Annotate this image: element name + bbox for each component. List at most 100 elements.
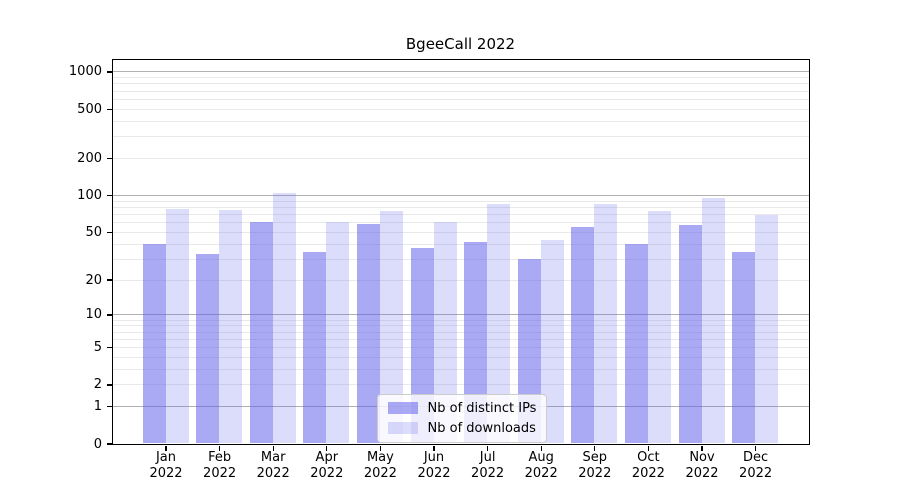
gridline-minor bbox=[112, 368, 809, 370]
legend-row-nb-of-downloads: Nb of downloads bbox=[387, 421, 537, 436]
bar-nb-of-distinct-ips-nov bbox=[678, 224, 702, 444]
x-tick-label-jul: Jul 2022 bbox=[456, 450, 520, 481]
y-tick-mark bbox=[106, 108, 112, 110]
bar-nb-of-distinct-ips-oct bbox=[624, 243, 648, 444]
bar-nb-of-downloads-apr bbox=[326, 222, 350, 444]
gridline-minor bbox=[112, 98, 809, 100]
y-tick-mark bbox=[106, 405, 112, 408]
x-tick-label-nov: Nov 2022 bbox=[670, 450, 734, 481]
x-tick-mark bbox=[272, 445, 274, 451]
x-tick-year: 2022 bbox=[149, 465, 183, 481]
x-tick-label-apr: Apr 2022 bbox=[295, 450, 359, 481]
y-tick-label: 200 bbox=[77, 150, 102, 166]
gridline-minor bbox=[112, 231, 809, 233]
gridline-minor bbox=[112, 243, 809, 245]
x-tick-year: 2022 bbox=[417, 465, 451, 481]
x-tick-year: 2022 bbox=[685, 465, 719, 481]
y-tick-label: 10 bbox=[85, 307, 102, 323]
gridline-minor bbox=[112, 258, 809, 260]
gridline-minor bbox=[112, 83, 809, 85]
gridline-minor bbox=[112, 90, 809, 92]
x-tick-mark bbox=[218, 445, 221, 451]
x-tick-label-mar: Mar 2022 bbox=[241, 450, 305, 481]
bar-nb-of-downloads-mar bbox=[272, 192, 296, 444]
bar-nb-of-distinct-ips-jul bbox=[464, 242, 488, 444]
x-tick-month: Feb bbox=[208, 450, 232, 465]
x-tick-month: Nov bbox=[689, 450, 715, 465]
bar-nb-of-downloads-feb bbox=[219, 210, 243, 444]
y-tick-label: 500 bbox=[77, 101, 102, 117]
bar-nb-of-distinct-ips-dec bbox=[732, 252, 756, 444]
plot-area: Nb of distinct IPs Nb of downloads bbox=[111, 58, 810, 445]
x-tick-month: May bbox=[366, 450, 394, 465]
bar-nb-of-downloads-nov bbox=[701, 198, 725, 444]
gridline-minor bbox=[112, 325, 809, 327]
y-tick-label: 20 bbox=[85, 272, 102, 288]
x-tick-mark bbox=[486, 445, 489, 451]
bar-nb-of-distinct-ips-may bbox=[356, 223, 380, 444]
bar-nb-of-downloads-jun bbox=[433, 222, 457, 444]
gridline-minor bbox=[112, 136, 809, 138]
gridline-major bbox=[112, 71, 809, 73]
gridline-minor bbox=[112, 384, 809, 386]
gridline-minor bbox=[112, 347, 809, 348]
x-tick-month: Jul bbox=[479, 450, 496, 465]
x-tick-year: 2022 bbox=[524, 465, 558, 481]
gridline-minor bbox=[112, 356, 809, 358]
y-tick-mark bbox=[106, 384, 112, 386]
bar-nb-of-distinct-ips-feb bbox=[196, 253, 220, 444]
x-tick-year: 2022 bbox=[363, 465, 397, 481]
gridline-minor bbox=[112, 157, 809, 159]
x-tick-label-may: May 2022 bbox=[348, 450, 412, 481]
x-tick-label-sep: Sep 2022 bbox=[563, 450, 627, 481]
y-tick-label: 1 bbox=[93, 399, 102, 415]
x-tick-mark bbox=[165, 445, 167, 451]
x-tick-mark bbox=[647, 445, 650, 451]
x-tick-mark bbox=[754, 445, 757, 451]
x-tick-month: Jan bbox=[155, 450, 177, 465]
gridline-minor bbox=[112, 120, 809, 122]
x-tick-mark bbox=[701, 445, 703, 451]
legend-row-nb-of-distinct-ips: Nb of distinct IPs bbox=[387, 401, 536, 416]
gridline-major bbox=[112, 314, 809, 316]
x-tick-year: 2022 bbox=[256, 465, 290, 481]
y-tick-label: 0 bbox=[93, 436, 102, 452]
y-tick-label: 100 bbox=[77, 187, 102, 203]
gridline-minor bbox=[112, 331, 809, 333]
x-tick-year: 2022 bbox=[203, 465, 237, 481]
x-tick-year: 2022 bbox=[739, 465, 773, 481]
y-tick-mark bbox=[106, 157, 112, 160]
bar-nb-of-distinct-ips-mar bbox=[249, 222, 273, 444]
x-tick-month: Oct bbox=[637, 450, 660, 465]
y-tick-label: 50 bbox=[85, 224, 102, 240]
x-tick-year: 2022 bbox=[310, 465, 344, 481]
gridline-minor bbox=[112, 319, 809, 321]
x-tick-month: Jun bbox=[423, 450, 445, 465]
x-tick-month: Sep bbox=[582, 450, 608, 465]
y-tick-mark bbox=[106, 346, 112, 349]
x-tick-year: 2022 bbox=[578, 465, 612, 481]
x-tick-label-feb: Feb 2022 bbox=[188, 450, 252, 481]
y-tick-mark bbox=[106, 279, 112, 281]
x-tick-mark bbox=[433, 445, 435, 451]
bar-nb-of-downloads-jan bbox=[165, 208, 189, 444]
gridline-minor bbox=[112, 77, 809, 79]
x-tick-label-jan: Jan 2022 bbox=[134, 450, 198, 481]
chart-title: BgeeCall 2022 bbox=[405, 35, 516, 53]
gridline-minor bbox=[112, 108, 809, 110]
x-tick-label-jun: Jun 2022 bbox=[402, 450, 466, 481]
x-tick-month: Aug bbox=[528, 450, 554, 465]
y-tick-mark bbox=[106, 194, 112, 197]
bar-nb-of-downloads-aug bbox=[540, 239, 564, 444]
x-tick-label-oct: Oct 2022 bbox=[616, 450, 680, 481]
bar-nb-of-distinct-ips-jan bbox=[142, 243, 166, 444]
gridline-minor bbox=[112, 279, 809, 281]
x-tick-mark bbox=[540, 445, 542, 451]
y-tick-label: 2 bbox=[93, 377, 102, 393]
legend-swatch-nb-of-downloads bbox=[387, 422, 418, 434]
x-tick-label-aug: Aug 2022 bbox=[509, 450, 573, 481]
x-tick-month: Apr bbox=[315, 450, 339, 465]
gridline-minor bbox=[112, 338, 809, 340]
y-tick-label: 5 bbox=[93, 340, 102, 355]
legend: Nb of distinct IPs Nb of downloads bbox=[376, 393, 548, 443]
